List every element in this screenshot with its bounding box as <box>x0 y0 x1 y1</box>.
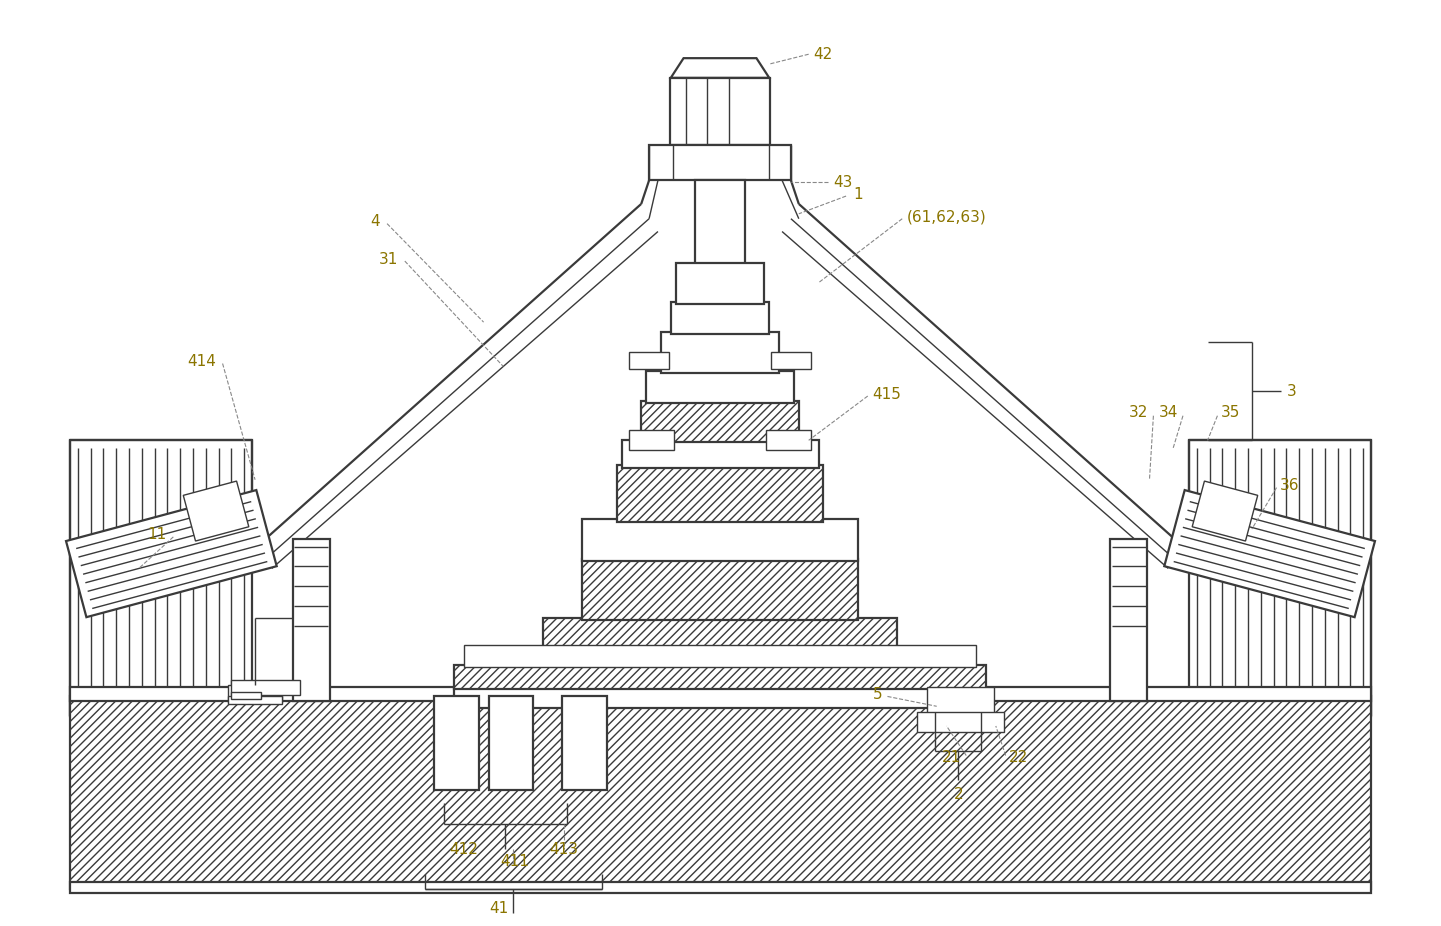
Bar <box>232 692 261 699</box>
Text: 34: 34 <box>1159 406 1179 420</box>
Bar <box>630 431 674 450</box>
Bar <box>661 332 780 373</box>
Bar <box>232 680 300 695</box>
Bar <box>293 539 330 701</box>
Text: 1: 1 <box>853 187 863 202</box>
Bar <box>562 696 607 790</box>
Bar <box>641 401 798 443</box>
Text: 43: 43 <box>833 175 853 190</box>
Text: 42: 42 <box>814 46 833 62</box>
Bar <box>767 431 811 450</box>
Polygon shape <box>1164 490 1375 617</box>
Text: 41: 41 <box>488 901 509 916</box>
Text: 35: 35 <box>1221 406 1239 420</box>
Text: 22: 22 <box>1009 750 1027 765</box>
Bar <box>454 665 986 689</box>
Bar <box>696 181 745 696</box>
Polygon shape <box>1192 482 1258 541</box>
Bar <box>71 696 1370 889</box>
Text: 31: 31 <box>379 252 398 267</box>
Bar <box>648 144 791 181</box>
Polygon shape <box>1199 488 1251 533</box>
Polygon shape <box>66 490 277 617</box>
Text: (61,62,63): (61,62,63) <box>908 209 987 224</box>
Text: 36: 36 <box>1280 478 1298 494</box>
Bar <box>617 465 823 522</box>
Text: 21: 21 <box>942 750 961 765</box>
Text: 11: 11 <box>147 528 167 543</box>
Bar <box>71 686 1370 701</box>
Polygon shape <box>183 482 249 541</box>
Bar <box>434 696 478 790</box>
Polygon shape <box>190 488 242 533</box>
Bar <box>464 645 976 667</box>
Polygon shape <box>670 58 769 78</box>
Bar <box>454 686 986 708</box>
Bar <box>1189 441 1370 716</box>
Bar <box>228 696 281 705</box>
Bar <box>543 652 898 692</box>
Bar <box>630 352 669 369</box>
Text: 415: 415 <box>873 386 902 402</box>
Bar <box>916 712 1004 732</box>
Bar <box>670 78 771 144</box>
Bar <box>621 441 818 468</box>
Bar <box>646 371 794 403</box>
Text: 414: 414 <box>187 354 216 369</box>
Bar <box>927 686 994 714</box>
Bar <box>582 558 857 619</box>
Text: 4: 4 <box>370 214 380 229</box>
Bar <box>71 882 1370 894</box>
Bar <box>488 696 533 790</box>
Bar <box>670 303 769 334</box>
Bar <box>228 684 281 702</box>
Bar <box>676 263 764 305</box>
Bar <box>543 618 898 652</box>
Text: 413: 413 <box>549 842 579 857</box>
Bar <box>71 441 252 716</box>
Text: 5: 5 <box>873 687 882 702</box>
Text: 32: 32 <box>1130 406 1148 420</box>
Text: 3: 3 <box>1287 383 1295 398</box>
Bar <box>771 352 811 369</box>
Text: 2: 2 <box>954 787 963 803</box>
Bar <box>582 519 857 560</box>
Text: 412: 412 <box>450 842 478 857</box>
Text: 411: 411 <box>500 855 529 870</box>
Bar <box>1110 539 1147 701</box>
